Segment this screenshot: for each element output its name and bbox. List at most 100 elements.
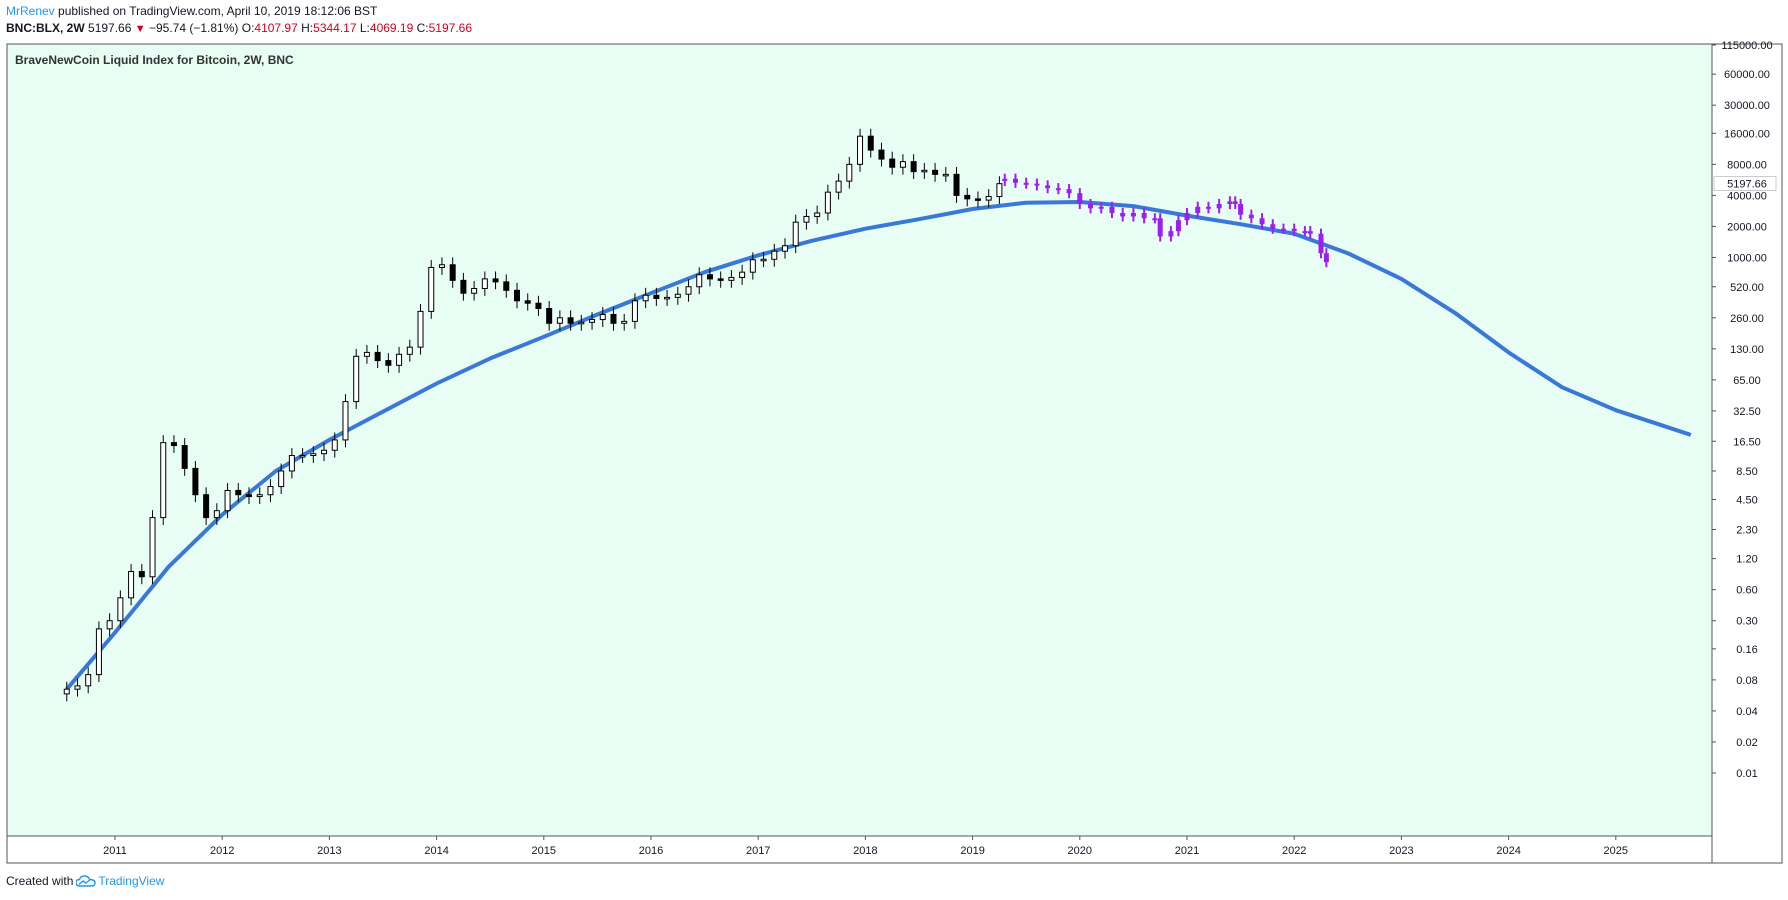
candle bbox=[910, 154, 917, 180]
symbol-label: BNC:BLX, 2W bbox=[6, 21, 85, 35]
y-tick-label: 130.00 bbox=[1730, 344, 1764, 356]
x-tick-label: 2017 bbox=[746, 845, 770, 857]
candle-body bbox=[138, 571, 145, 578]
candle-body bbox=[717, 278, 724, 281]
candle-body bbox=[503, 281, 510, 291]
candle bbox=[331, 432, 338, 458]
candle bbox=[417, 303, 424, 355]
candle-body bbox=[353, 355, 360, 403]
candle bbox=[953, 166, 960, 203]
candle bbox=[288, 448, 295, 479]
candle-body bbox=[942, 173, 949, 177]
candle-body bbox=[438, 264, 445, 268]
ohlc-bar: BNC:BLX, 2W 5197.66 ▼ −95.74 (−1.81%) O:… bbox=[6, 21, 472, 35]
candle-body bbox=[653, 294, 660, 300]
y-tick-label: 30000.00 bbox=[1724, 100, 1770, 112]
candle bbox=[985, 189, 992, 208]
candle bbox=[867, 128, 874, 158]
candle-body bbox=[385, 360, 392, 366]
candle-body bbox=[213, 510, 220, 519]
candle-body bbox=[524, 300, 531, 304]
last-price-box bbox=[1713, 176, 1777, 191]
candle bbox=[128, 564, 135, 606]
x-tick-label: 2020 bbox=[1068, 845, 1092, 857]
candle-body bbox=[556, 317, 563, 324]
projection-body bbox=[1141, 212, 1147, 219]
projection-bar bbox=[1088, 198, 1094, 214]
candle-body bbox=[288, 455, 295, 472]
candle bbox=[278, 463, 285, 494]
candle bbox=[385, 353, 392, 373]
candle-body bbox=[867, 135, 874, 151]
candle-body bbox=[106, 620, 113, 630]
candle-body bbox=[95, 628, 102, 676]
projection-body bbox=[1168, 231, 1174, 237]
candle bbox=[149, 510, 156, 585]
candle bbox=[899, 154, 906, 175]
candle-body bbox=[610, 313, 617, 324]
projection-bar bbox=[1012, 173, 1018, 188]
candle-body bbox=[567, 317, 574, 324]
candle-body bbox=[696, 274, 703, 288]
candle bbox=[374, 345, 381, 368]
projection-bar bbox=[1238, 198, 1244, 220]
candle-body bbox=[631, 300, 638, 322]
x-tick-label: 2012 bbox=[210, 845, 234, 857]
x-tick-label: 2011 bbox=[103, 845, 127, 857]
candle-body bbox=[910, 161, 917, 173]
candle bbox=[878, 142, 885, 167]
y-tick-label: 2.30 bbox=[1736, 524, 1757, 536]
candle-body bbox=[642, 294, 649, 302]
projection-body bbox=[1055, 188, 1061, 191]
price-chart[interactable]: BraveNewCoin Liquid Index for Bitcoin, 2… bbox=[0, 0, 1788, 870]
candle-body bbox=[739, 271, 746, 278]
candle bbox=[546, 301, 553, 331]
candle bbox=[246, 487, 252, 504]
candle bbox=[310, 446, 317, 463]
projection-body bbox=[1066, 189, 1072, 194]
candle bbox=[760, 251, 767, 268]
y-tick-label: 60000.00 bbox=[1724, 69, 1770, 81]
candle bbox=[353, 348, 360, 410]
candle-body bbox=[192, 467, 199, 496]
projection-body bbox=[1270, 224, 1276, 229]
candle-body bbox=[374, 351, 381, 362]
projection-body bbox=[1077, 193, 1083, 205]
projection-bar bbox=[1141, 207, 1147, 224]
candle bbox=[599, 307, 606, 327]
candle bbox=[621, 313, 628, 331]
candle-body bbox=[599, 313, 606, 321]
candle bbox=[739, 264, 746, 285]
author-link[interactable]: MrRenev bbox=[6, 4, 55, 18]
x-tick-label: 2013 bbox=[317, 845, 341, 857]
candle bbox=[664, 289, 671, 306]
candle-body bbox=[160, 442, 167, 519]
projection-body bbox=[1307, 231, 1313, 234]
candle bbox=[846, 156, 853, 189]
candle-body bbox=[267, 486, 274, 496]
candle-body bbox=[985, 196, 992, 201]
projection-bar bbox=[1318, 228, 1324, 259]
close-label: C: bbox=[416, 21, 429, 35]
projection-body bbox=[1323, 253, 1329, 263]
publish-info: MrRenev published on TradingView.com, Ap… bbox=[6, 4, 377, 18]
tradingview-link[interactable]: TradingView bbox=[76, 874, 164, 888]
candle-body bbox=[85, 674, 92, 687]
candle-body bbox=[878, 149, 885, 160]
projection-body bbox=[1248, 214, 1254, 219]
close-value: 5197.66 bbox=[428, 21, 473, 35]
candle bbox=[728, 270, 735, 288]
open-label: O: bbox=[241, 21, 255, 35]
x-tick-label: 2024 bbox=[1496, 845, 1520, 857]
projection-bar bbox=[1168, 226, 1174, 242]
candle bbox=[514, 282, 520, 309]
candle bbox=[524, 293, 531, 311]
change-text: −95.74 (−1.81%) bbox=[148, 21, 239, 35]
projection-body bbox=[1302, 231, 1308, 234]
y-tick-label: 0.02 bbox=[1736, 737, 1757, 749]
candle bbox=[921, 162, 928, 180]
candle-body bbox=[74, 685, 81, 690]
candle-body bbox=[449, 264, 456, 281]
candle bbox=[674, 286, 681, 305]
candle bbox=[942, 166, 949, 182]
